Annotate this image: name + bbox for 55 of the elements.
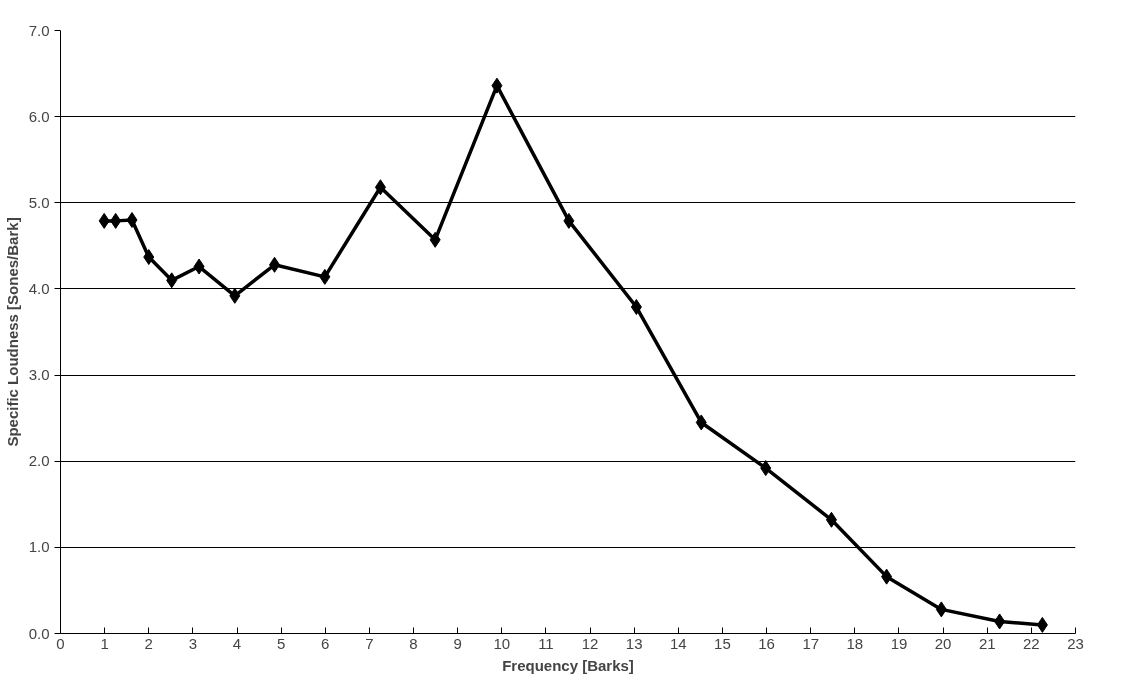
point: [563, 212, 575, 229]
point: [110, 212, 122, 229]
x-tick-label: 6: [321, 634, 330, 652]
x-tick-label: 12: [581, 634, 599, 652]
point: [166, 272, 178, 289]
x-tick-label: 5: [276, 634, 286, 652]
point: [630, 299, 642, 316]
x-tick-label: 18: [846, 634, 864, 652]
x-tick-label: 21: [978, 634, 996, 652]
y-tick-label: 7.0: [28, 21, 50, 39]
point: [429, 231, 441, 248]
point: [229, 287, 241, 304]
point: [695, 414, 707, 431]
x-tick-label: 23: [1067, 634, 1084, 652]
x-tick-label: 2: [144, 634, 153, 652]
x-tick-label: 10: [493, 634, 511, 652]
point: [491, 77, 503, 94]
x-tick-label: 16: [758, 634, 775, 652]
y-tick-label: 3.0: [28, 366, 50, 384]
x-axis-title: Frequency [Barks]: [502, 656, 634, 674]
point: [126, 212, 138, 229]
point: [1036, 616, 1048, 633]
x-tick-label: 20: [934, 634, 952, 652]
point: [760, 460, 772, 477]
point: [193, 258, 205, 275]
y-tick-label: 1.0: [28, 538, 50, 556]
x-tick-label: 0: [56, 634, 65, 652]
x-tick-label: 8: [409, 634, 418, 652]
y-tick-label: 0.0: [28, 624, 50, 642]
point: [269, 256, 281, 273]
y-tick-label: 5.0: [28, 193, 50, 211]
point: [143, 249, 155, 266]
point: [881, 568, 893, 585]
x-tick-label: 9: [453, 634, 462, 652]
x-tick-label: 4: [232, 634, 242, 652]
x-tick-label: 22: [1023, 634, 1040, 652]
x-tick-label: 17: [802, 634, 820, 652]
point: [98, 212, 110, 229]
y-axis-title: Specific Loudness [Sones/Bark]: [3, 217, 21, 447]
point: [374, 179, 386, 196]
x-tick-label: 15: [714, 634, 731, 652]
y-tick-label: 6.0: [28, 107, 50, 125]
point: [935, 601, 947, 618]
x-tick-label: 3: [188, 634, 198, 652]
x-tick-label: 1: [100, 634, 109, 652]
point: [825, 511, 837, 528]
point: [319, 268, 331, 285]
y-tick-label: 4.0: [28, 279, 50, 297]
x-tick-label: 13: [625, 634, 643, 652]
y-tick-label: 2.0: [28, 452, 50, 470]
point: [994, 613, 1006, 630]
x-tick-label: 19: [890, 634, 908, 652]
x-tick-label: 14: [669, 634, 687, 652]
x-tick-label: 7: [365, 634, 374, 652]
x-tick-label: 11: [538, 634, 554, 652]
